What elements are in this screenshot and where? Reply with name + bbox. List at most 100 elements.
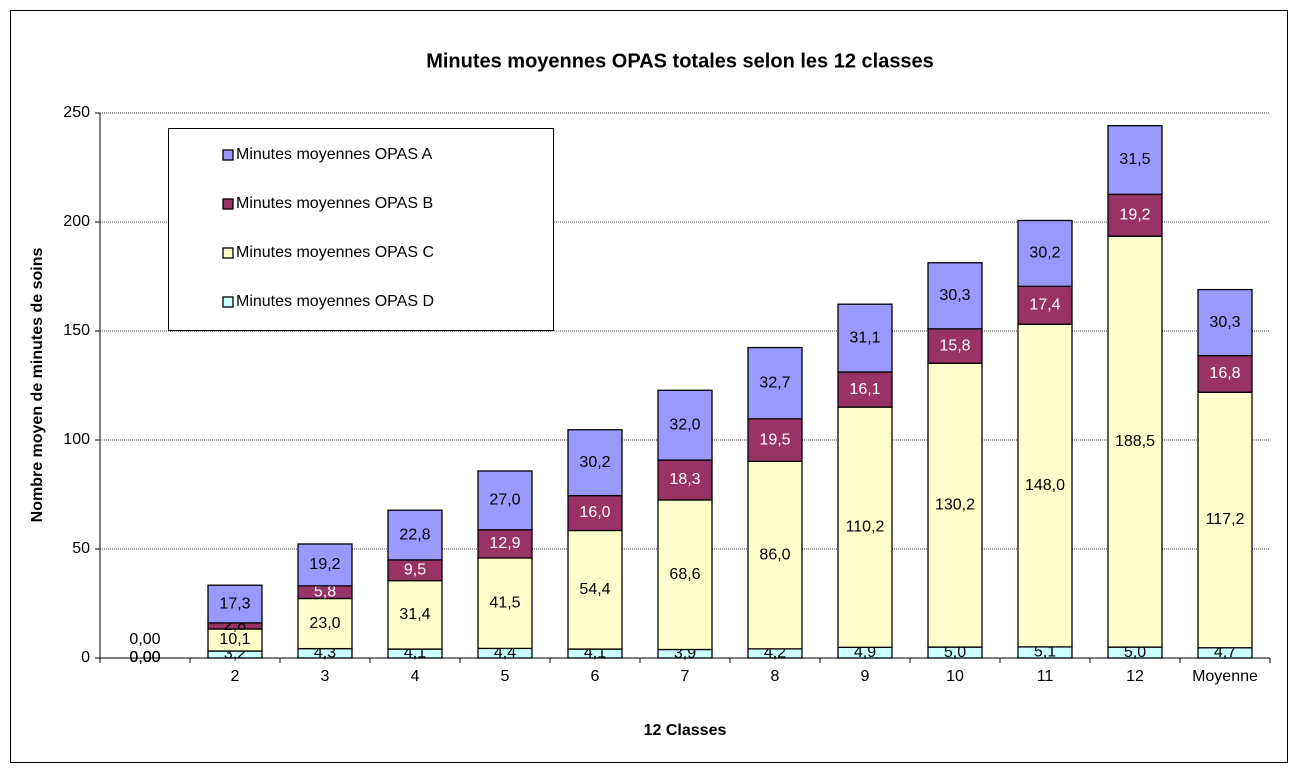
data-label: 117,2 [1206, 511, 1245, 528]
bar-segment [297, 543, 353, 587]
data-label: 10,1 [219, 631, 250, 648]
data-label: 15,8 [939, 337, 970, 354]
data-label: 54,4 [579, 581, 610, 598]
chart-frame [10, 10, 1288, 763]
data-label: 5,8 [314, 583, 336, 600]
y-tick-label: 250 [63, 104, 90, 121]
bar-segment [207, 584, 263, 624]
bar-segment [837, 303, 893, 373]
bar-segment [477, 470, 533, 531]
data-label: 12,9 [489, 535, 520, 552]
data-label: 16,1 [849, 381, 880, 398]
bar-segment [1197, 288, 1253, 357]
data-label: 17,4 [1029, 296, 1060, 313]
x-tick-label: 6 [591, 668, 600, 685]
data-label: 188,5 [1115, 433, 1155, 450]
bar-segment [1017, 219, 1073, 287]
bar-segment [837, 406, 893, 648]
y-tick-label: 0 [81, 649, 90, 666]
data-label: 31,4 [399, 606, 430, 623]
bar-segment [477, 529, 533, 559]
data-label: 27,0 [489, 492, 520, 509]
data-label: 16,8 [1209, 365, 1240, 382]
bar-segment [297, 597, 353, 650]
data-label: 0,00 [129, 649, 160, 666]
bar-segment [747, 346, 803, 420]
data-label: 19,2 [309, 556, 340, 573]
bar-segment [1197, 391, 1253, 649]
data-label: 32,0 [669, 416, 700, 433]
bar-segment [567, 529, 623, 650]
data-label: 23,0 [309, 615, 340, 632]
data-label: 41,5 [489, 594, 520, 611]
data-label: 130,2 [935, 496, 975, 513]
data-label: 86,0 [759, 546, 790, 563]
legend-swatch [222, 247, 234, 259]
data-label: 68,6 [669, 566, 700, 583]
y-tick-label: 50 [72, 540, 90, 557]
x-tick-label: 2 [231, 668, 240, 685]
data-label: 31,1 [849, 329, 880, 346]
data-label: 5,0 [1124, 644, 1146, 661]
bar-segment [927, 362, 983, 648]
legend-label: Minutes moyennes OPAS A [236, 146, 433, 163]
data-label: 16,0 [579, 504, 610, 521]
data-label: 5,0 [944, 644, 966, 661]
bar-segment [567, 429, 623, 497]
data-label: 18,3 [669, 471, 700, 488]
bar-segment [927, 262, 983, 330]
y-tick-label: 150 [63, 322, 90, 339]
data-label: 5,1 [1034, 644, 1056, 661]
data-label: 22,8 [399, 526, 430, 543]
data-label: 9,5 [404, 561, 426, 578]
x-tick-label: 4 [411, 668, 420, 685]
legend-label: Minutes moyennes OPAS C [236, 244, 434, 261]
data-label: 19,2 [1119, 206, 1150, 223]
x-tick-label: 9 [861, 668, 870, 685]
data-label: 17,3 [219, 595, 250, 612]
x-tick-label: 10 [946, 668, 964, 685]
bar-segment [567, 494, 623, 532]
data-label: 30,3 [939, 287, 970, 304]
bar-segment [1107, 235, 1163, 648]
bar-segment [477, 557, 533, 650]
legend-swatch [222, 296, 234, 308]
legend-swatch [222, 149, 234, 161]
x-tick-label: 5 [501, 668, 510, 685]
y-tick-label: 200 [63, 213, 90, 230]
data-label: 19,5 [759, 431, 790, 448]
data-label: 0,00 [129, 631, 160, 648]
legend-label: Minutes moyennes OPAS B [236, 195, 433, 212]
legend-label: Minutes moyennes OPAS D [236, 293, 434, 310]
x-tick-label: 11 [1037, 668, 1054, 685]
x-tick-label: 12 [1126, 668, 1144, 685]
bar-segment [657, 499, 713, 651]
bar-segment [387, 579, 443, 650]
x-tick-label: 3 [321, 668, 330, 685]
data-label: 30,2 [579, 454, 610, 471]
x-tick-label: 7 [681, 668, 690, 685]
y-tick-label: 100 [63, 431, 90, 448]
y-axis-label: Nombre moyen de minutes de soins [29, 248, 46, 523]
bar-segment [387, 509, 443, 561]
bar-segment [747, 418, 803, 463]
data-label: 32,7 [759, 374, 790, 391]
data-label: 4,9 [854, 644, 876, 661]
x-tick-label: 8 [771, 668, 780, 685]
data-label: 30,2 [1029, 245, 1060, 262]
legend-swatch [222, 198, 234, 210]
data-label: 30,3 [1209, 314, 1240, 331]
bar-segment [1107, 124, 1163, 195]
bar-segment [657, 389, 713, 461]
x-axis-label: 12 Classes [644, 722, 727, 739]
data-label: 148,0 [1025, 477, 1065, 494]
bar-segment [657, 459, 713, 501]
data-label: 31,5 [1119, 151, 1150, 168]
bar-segment [1107, 193, 1163, 237]
bar-segment [1017, 285, 1073, 325]
bar-segment [1017, 323, 1073, 648]
data-label: 0,00 [129, 649, 160, 666]
x-tick-label: Moyenne [1192, 668, 1258, 685]
chart-title: Minutes moyennes OPAS totales selon les … [426, 50, 934, 72]
